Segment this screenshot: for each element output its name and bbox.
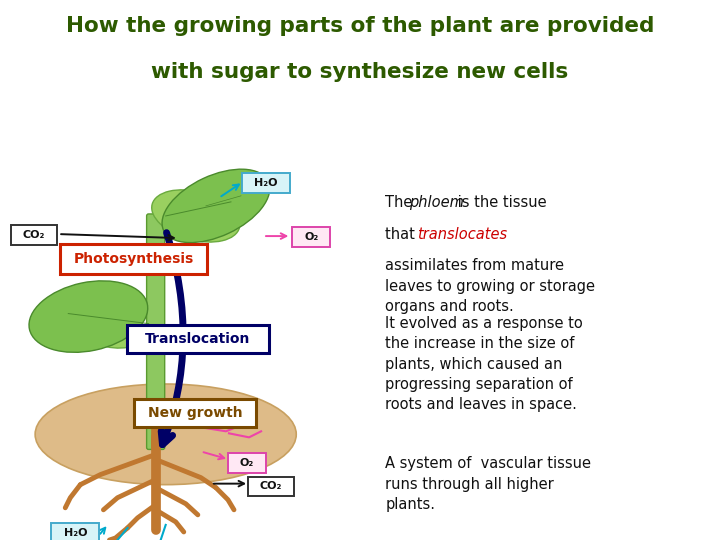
Text: New growth: New growth bbox=[148, 406, 242, 420]
Ellipse shape bbox=[35, 384, 296, 485]
Text: H₂O: H₂O bbox=[63, 528, 87, 538]
FancyBboxPatch shape bbox=[248, 477, 294, 496]
FancyBboxPatch shape bbox=[11, 225, 58, 245]
Text: Photosynthesis: Photosynthesis bbox=[73, 252, 194, 266]
FancyBboxPatch shape bbox=[127, 325, 269, 353]
FancyBboxPatch shape bbox=[228, 454, 266, 472]
Text: CO₂: CO₂ bbox=[23, 230, 45, 240]
Text: How the growing parts of the plant are provided: How the growing parts of the plant are p… bbox=[66, 16, 654, 36]
Text: translocates: translocates bbox=[417, 227, 507, 242]
Text: CO₂: CO₂ bbox=[260, 481, 282, 491]
Text: The: The bbox=[385, 195, 417, 211]
FancyBboxPatch shape bbox=[147, 214, 165, 449]
FancyBboxPatch shape bbox=[51, 523, 99, 540]
Ellipse shape bbox=[29, 281, 148, 352]
Ellipse shape bbox=[152, 190, 240, 242]
FancyBboxPatch shape bbox=[292, 227, 330, 247]
FancyBboxPatch shape bbox=[134, 399, 256, 427]
Text: phloem: phloem bbox=[409, 195, 464, 211]
Text: H₂O: H₂O bbox=[254, 178, 278, 188]
FancyBboxPatch shape bbox=[242, 173, 290, 193]
Text: assimilates from mature
leaves to growing or storage
organs and roots.: assimilates from mature leaves to growin… bbox=[385, 258, 595, 314]
FancyBboxPatch shape bbox=[60, 244, 207, 274]
Text: O₂: O₂ bbox=[240, 458, 254, 468]
Ellipse shape bbox=[67, 299, 144, 348]
Ellipse shape bbox=[162, 169, 270, 242]
Text: that: that bbox=[385, 227, 424, 242]
Text: A system of  vascular tissue
runs through all higher
plants.: A system of vascular tissue runs through… bbox=[385, 456, 591, 512]
Text: is the tissue: is the tissue bbox=[453, 195, 546, 211]
Text: It evolved as a response to
the increase in the size of
plants, which caused an
: It evolved as a response to the increase… bbox=[385, 316, 583, 413]
Text: O₂: O₂ bbox=[304, 232, 318, 242]
Text: Translocation: Translocation bbox=[145, 332, 251, 346]
Text: with sugar to synthesize new cells: with sugar to synthesize new cells bbox=[151, 62, 569, 82]
